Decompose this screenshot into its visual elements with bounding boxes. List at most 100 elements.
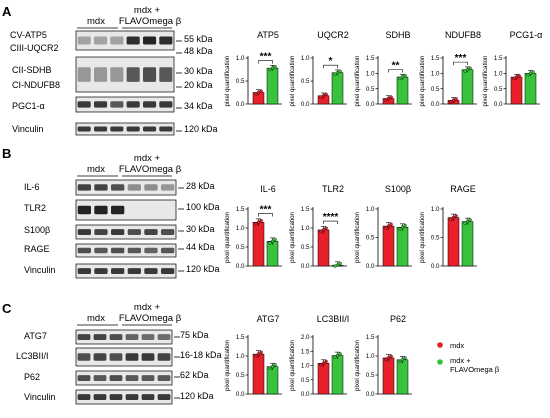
data-point — [254, 92, 258, 96]
y-tick-label: 0.0 — [301, 101, 310, 108]
blot-a-band — [110, 126, 124, 132]
blot-c-band — [109, 394, 123, 400]
blot-a-band — [77, 67, 91, 82]
blot-panel-b — [75, 179, 184, 279]
chart-SDHB: SDHB pixel quantification 0.0 0.5 1.0 1.5 ** — [354, 30, 412, 108]
bar-mdx — [382, 357, 395, 395]
data-point — [465, 67, 470, 72]
bar-treated — [331, 355, 344, 395]
chart-title: LC3BII/I — [317, 314, 350, 324]
blot-a-2-size: 30 kDa — [184, 66, 213, 76]
data-point — [384, 98, 388, 102]
legend-treated-label-2: FLAVOmega β — [450, 365, 500, 374]
data-point — [528, 71, 533, 76]
blot-b-band — [127, 247, 141, 254]
blot-c-2-label: P62 — [24, 372, 40, 382]
blot-c-band — [77, 375, 91, 381]
blot-b-strip-0 — [75, 179, 177, 196]
bar-treated — [461, 69, 474, 105]
blot-a-band — [126, 126, 140, 132]
blot-a-band — [110, 36, 124, 45]
blot-a-band — [126, 36, 140, 45]
y-tick-label: 1.5 — [366, 55, 375, 62]
blot-a-strip-0 — [75, 30, 175, 51]
y-tick-label: 1.5 — [366, 334, 375, 341]
y-tick-label: 1.0 — [236, 353, 245, 360]
blot-a-band — [159, 67, 173, 82]
blot-c-1-label: LC3BII/I — [16, 351, 49, 361]
y-tick-label: 0.5 — [366, 372, 375, 379]
y-tick-label: 0.0 — [366, 101, 375, 108]
y-tick-label: 1.5 — [301, 348, 310, 355]
blot-c-band — [141, 353, 155, 361]
chart-PCG1-α: PCG1-α pixel quantification 0.0 0.5 1.0 1.5 — [482, 30, 542, 108]
y-tick-label: 0.5 — [301, 377, 310, 384]
y-tick-label: 0.5 — [431, 235, 440, 242]
data-point — [321, 361, 326, 365]
blot-a-strip-3 — [75, 122, 175, 136]
data-point — [526, 73, 530, 77]
blot-c-band — [157, 375, 171, 381]
bar-mdx — [382, 225, 395, 267]
y-tick-label: 0.0 — [366, 391, 375, 398]
blot-a-band — [94, 67, 108, 82]
blot-c-strip-1 — [75, 347, 173, 367]
blot-b-band — [94, 268, 108, 274]
blot-b-band — [144, 247, 158, 254]
data-point — [273, 363, 277, 367]
chart-RAGE: RAGE pixel quantification 0.0 0.5 1.0 — [419, 184, 477, 270]
y-axis-label: pixel quantification — [289, 55, 296, 106]
significance-bracket — [258, 60, 273, 64]
blot-b-band — [161, 268, 175, 274]
panel-b-group-treat-1: mdx + — [134, 153, 161, 164]
data-point — [449, 100, 453, 104]
blot-b-band — [144, 229, 158, 235]
data-point — [400, 358, 405, 362]
data-point — [319, 229, 323, 234]
data-point — [254, 354, 258, 358]
blot-a-0-size: 55 kDa — [184, 34, 213, 44]
blot-a-band — [126, 101, 140, 108]
blot-a-strip-2 — [75, 96, 175, 113]
data-point — [268, 67, 272, 72]
y-tick-label: 1.5 — [494, 55, 503, 62]
data-point — [384, 357, 388, 362]
blot-c-strip-0 — [75, 329, 173, 345]
blot-b-band — [161, 205, 175, 215]
blot-b-band — [161, 247, 175, 254]
blot-b-band — [111, 229, 125, 235]
blot-b-0-label: IL-6 — [24, 182, 40, 192]
data-point — [254, 222, 258, 226]
blot-b-band — [111, 205, 125, 215]
data-point — [335, 263, 340, 267]
blot-c-band — [141, 334, 155, 340]
blot-b-band — [94, 229, 108, 235]
data-point — [338, 261, 342, 266]
panel-a-group-treat-2: FLAVOmega β — [119, 16, 182, 27]
blot-c-0-size: 75 kDa — [180, 330, 209, 340]
y-tick-label: 1.0 — [301, 225, 310, 232]
blot-c-band — [125, 353, 139, 361]
data-point — [389, 222, 393, 227]
blot-a-2-label: CII-SDHB — [12, 65, 52, 75]
data-point — [324, 359, 328, 364]
blot-c-3-size: 120 kDa — [180, 391, 214, 401]
blot-c-band — [93, 375, 107, 381]
blot-b-band — [94, 247, 108, 254]
y-tick-label: 0.5 — [301, 244, 310, 251]
bar-treated — [396, 76, 409, 105]
y-tick-label: 0.5 — [236, 372, 245, 379]
blot-a-band — [143, 67, 157, 82]
legend-treated-marker — [437, 359, 443, 365]
bar-mdx — [317, 362, 330, 395]
blot-a-band — [159, 36, 173, 45]
blot-a-band — [143, 126, 157, 132]
blot-b-4-label: Vinculin — [24, 265, 55, 275]
bar-treated — [396, 226, 409, 267]
data-point — [398, 76, 402, 81]
y-tick-label: 0.0 — [236, 263, 245, 270]
data-point — [268, 241, 272, 245]
blot-b-band — [144, 205, 158, 215]
